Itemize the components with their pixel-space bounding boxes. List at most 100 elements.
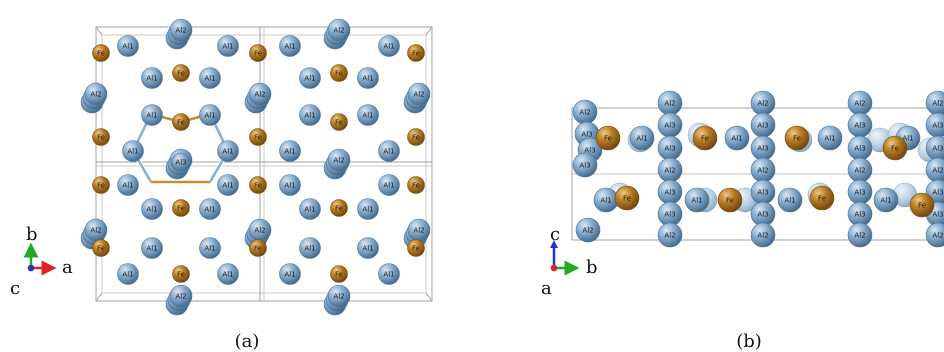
fe-atom-label: Fe [177,205,185,213]
al2-atom-sphere [248,82,272,106]
al1-atom: Al1 [629,125,655,151]
al1-atom: Al1 [199,67,221,89]
al2-atom-sphere [750,222,776,248]
al2-atom: Al2 [248,218,272,242]
fe-atom: Fe [92,128,110,146]
al1-atom-label: Al1 [122,271,133,279]
al1-atom: Al1 [199,237,221,259]
al2-atom: Al2 [327,18,351,42]
fe-atom-sphere [92,176,110,194]
al1-atom-label: Al1 [636,135,647,143]
al1-atom-label: Al1 [222,271,233,279]
fe-atom: Fe [172,113,190,131]
al3-atom: Al3 [572,152,598,178]
fe-atom-label: Fe [918,202,926,210]
fe-atom: Fe [717,187,743,213]
al1-atom-sphere [217,140,239,162]
al3-atom: Al3 [657,135,683,161]
fe-atom-label: Fe [177,70,185,78]
al1-atom-label: Al1 [304,112,315,120]
fe-atom-label: Fe [254,182,262,190]
al1-atom-sphere [199,67,221,89]
al1-atom-label: Al1 [880,197,891,205]
fe-atom-label: Fe [412,50,420,58]
al1-atom-sphere [141,237,163,259]
fe-atom-label: Fe [412,245,420,253]
al1-atom-label: Al1 [284,43,295,51]
al2-atom-label: Al2 [664,232,675,240]
al1-atom-label: Al1 [122,43,133,51]
al2-atom-label: Al2 [333,157,344,165]
fe-atom: Fe [407,176,425,194]
al2-atom-sphere [327,284,351,308]
al1-atom-label: Al1 [204,112,215,120]
al1-atom-label: Al1 [304,245,315,253]
fe-atom-sphere [407,128,425,146]
al2-atom: Al2 [327,284,351,308]
al2-atom-sphere [327,148,351,172]
fe-atom: Fe [92,44,110,62]
fe-atom: Fe [172,265,190,283]
al1-atom-sphere [141,104,163,126]
al1-atom: Al1 [724,125,750,151]
al2-atom-sphere [169,284,193,308]
fe-atom: Fe [92,239,110,257]
al2-atom-label: Al2 [757,232,768,240]
al1-atom-label: Al1 [362,206,373,214]
al3-atom-label: Al3 [664,211,675,219]
al2-atom-sphere [657,222,683,248]
al1-atom: Al1 [141,198,163,220]
al1-atom-sphere [357,237,379,259]
fe-atom-label: Fe [97,50,105,58]
al1-atom-label: Al1 [204,206,215,214]
al1-atom: Al1 [279,140,301,162]
axis-label-y-b: c [550,224,560,245]
al2-atom-label: Al2 [664,167,675,175]
al1-atom: Al1 [141,104,163,126]
al1-atom-sphere [357,67,379,89]
al2-atom-label: Al2 [175,27,186,35]
al2-atom-label: Al2 [854,232,865,240]
fe-atom-label: Fe [891,145,899,153]
al1-atom-label: Al1 [383,148,394,156]
fe-atom: Fe [330,265,348,283]
al2-atom-label: Al2 [254,227,265,235]
fe-atom: Fe [249,176,267,194]
a-axis-dot [550,264,558,272]
fe-atom: Fe [407,239,425,257]
fe-atom-label: Fe [701,135,709,143]
fe-atom-label: Fe [793,135,801,143]
al1-atom-sphere [378,174,400,196]
fe-atom-sphere [249,44,267,62]
al3-atom-label: Al3 [932,211,943,219]
fe-atom-sphere [249,128,267,146]
al1-atom-sphere [122,140,144,162]
al1-atom-sphere [117,35,139,57]
fe-atom-sphere [172,64,190,82]
al2-atom-sphere [575,217,601,243]
fe-atom-sphere [172,265,190,283]
al1-atom: Al1 [378,263,400,285]
al3-atom-label: Al3 [854,145,865,153]
fe-atom-sphere [909,192,935,218]
al1-atom-sphere [817,125,843,151]
al3-atom-label: Al3 [932,122,943,130]
al1-atom-sphere [117,263,139,285]
al3-atom: Al3 [925,112,944,138]
al1-atom-sphere [873,187,899,213]
al1-atom: Al1 [199,198,221,220]
fe-atom-label: Fe [726,197,734,205]
al1-atom: Al1 [357,104,379,126]
al1-atom-label: Al1 [784,197,795,205]
axis-triad-b: b c a [541,224,598,299]
fe-atom: Fe [595,125,621,151]
al1-atom-sphere [141,198,163,220]
fe-atom-sphere [784,125,810,151]
al1-atom: Al1 [141,237,163,259]
al1-atom-sphere [299,104,321,126]
al2-atom: Al2 [750,90,776,116]
al1-atom: Al1 [117,35,139,57]
c-axis-dot [27,264,35,272]
al2-atom-sphere [169,18,193,42]
al1-atom-sphere [357,104,379,126]
